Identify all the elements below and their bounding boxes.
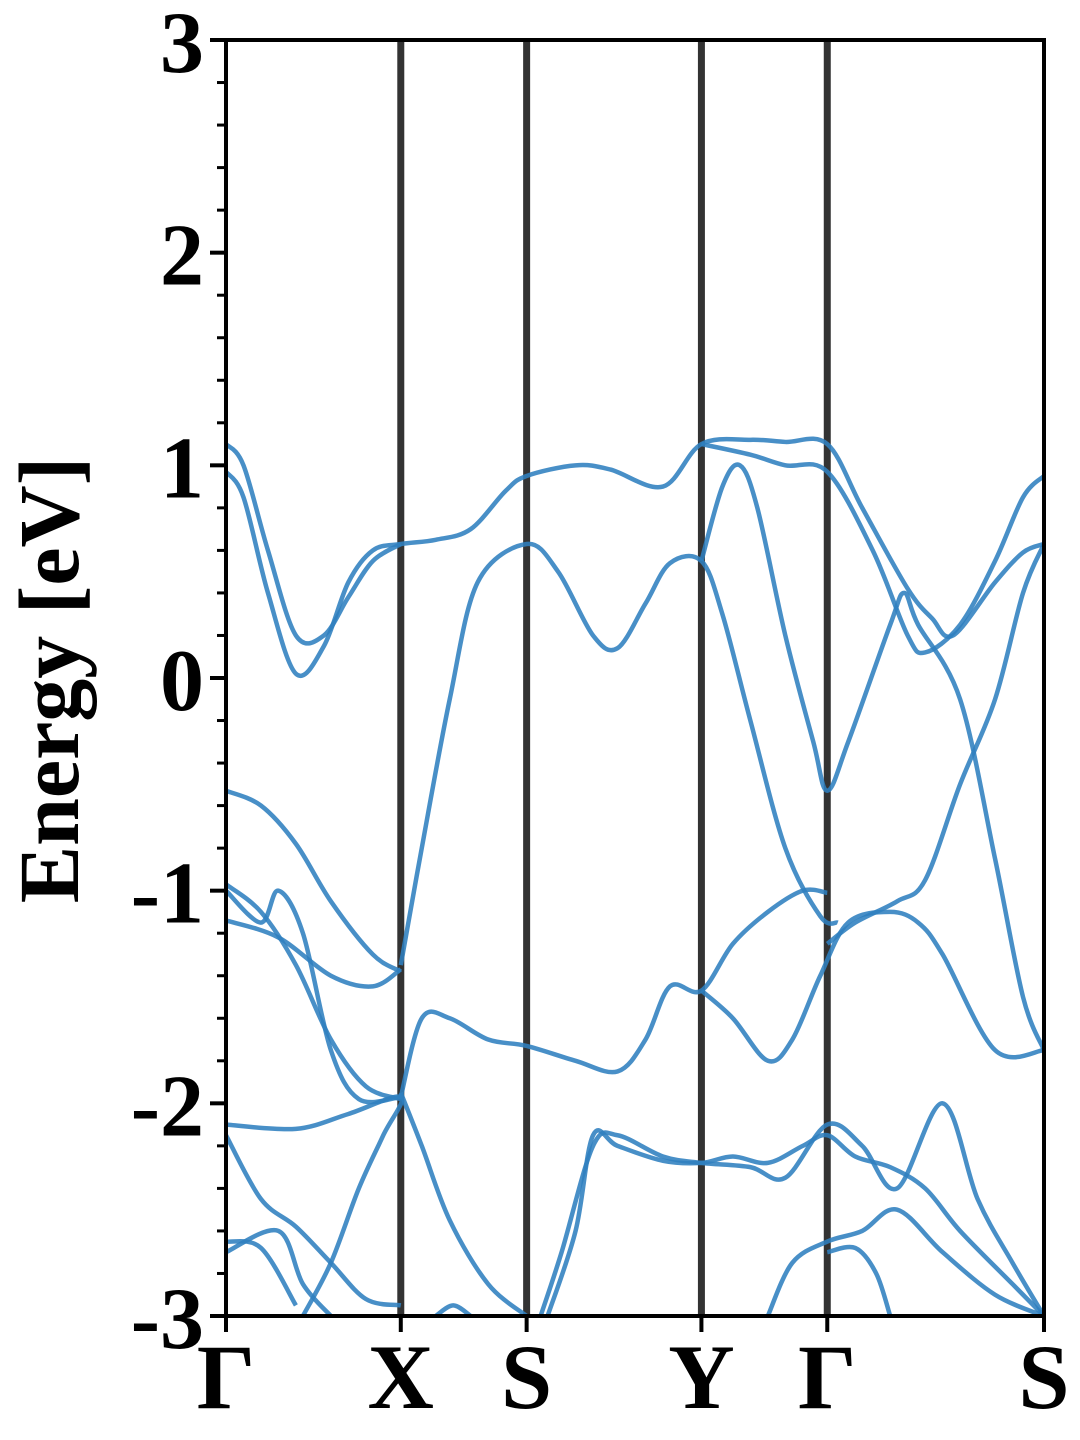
y-tick-label: 0 [160, 633, 204, 730]
band-line [226, 1134, 402, 1308]
band-lines [226, 436, 1044, 1316]
band-line [826, 1244, 893, 1316]
band-line [538, 1101, 1044, 1316]
x-tick-label: X [368, 1326, 434, 1428]
band-line [398, 541, 839, 966]
x-tick-label: Γ [197, 1326, 256, 1428]
band-line [226, 888, 402, 1105]
band-line [226, 788, 402, 974]
band-line [765, 1207, 1044, 1316]
y-tick-label: -2 [131, 1058, 204, 1155]
y-tick-label: 1 [160, 420, 204, 517]
band-line [545, 1128, 1044, 1316]
band-line [700, 441, 1044, 656]
y-ticks: -3 -2 -1 0 1 2 3 [131, 0, 226, 1368]
band-line [226, 1227, 333, 1316]
band-line [226, 882, 402, 1102]
plot-frame [224, 38, 1046, 1318]
x-tick-label: S [501, 1326, 552, 1428]
band-line [398, 887, 828, 1098]
y-tick-label: -3 [131, 1271, 204, 1368]
y-axis-label: Energy [eV] [1, 457, 97, 904]
kpoint-lines [397, 40, 831, 1316]
band-line [226, 1238, 298, 1307]
band-line [398, 1091, 529, 1316]
y-tick-label: 2 [160, 208, 204, 305]
band-line [226, 442, 402, 646]
x-tick-label: Γ [798, 1326, 857, 1428]
band-line [699, 909, 1044, 1064]
band-line [825, 543, 1044, 946]
y-tick-label: -1 [131, 846, 204, 943]
band-line [226, 1094, 405, 1316]
band-line [226, 918, 403, 989]
band-line [226, 436, 1044, 678]
band-line [699, 462, 1044, 1052]
plot-axes [224, 38, 1046, 1318]
x-tick-label: Y [668, 1326, 734, 1428]
y-tick-label: 3 [160, 0, 204, 92]
x-tick-label: S [1018, 1326, 1069, 1428]
band-line [434, 1303, 473, 1316]
